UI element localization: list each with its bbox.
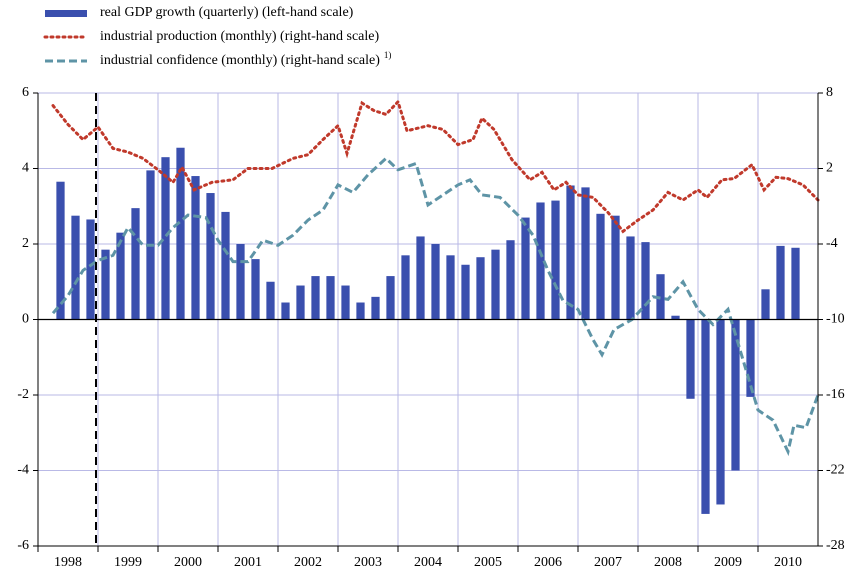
- legend-swatch: [45, 10, 87, 17]
- bar: [731, 319, 740, 471]
- bar: [461, 264, 470, 320]
- bar: [446, 255, 455, 320]
- bar: [371, 296, 380, 320]
- bar: [416, 236, 425, 320]
- bar: [431, 244, 440, 320]
- bar: [116, 232, 125, 320]
- bar: [56, 181, 65, 320]
- y2-tick-label: -28: [826, 538, 845, 553]
- bar: [176, 147, 185, 320]
- y-tick-label: -4: [17, 463, 29, 478]
- bar: [101, 249, 110, 320]
- x-tick-label: 2007: [594, 555, 622, 570]
- bar: [596, 213, 605, 320]
- bar: [686, 319, 695, 399]
- bar: [71, 215, 80, 320]
- bar: [581, 187, 590, 320]
- bar: [356, 302, 365, 320]
- x-tick-label: 2001: [234, 555, 262, 570]
- legend-label: industrial confidence (monthly) (right-h…: [100, 53, 380, 68]
- y2-tick-label: -22: [826, 463, 845, 478]
- bar: [716, 319, 725, 505]
- y2-tick-label: -4: [826, 236, 838, 251]
- line-series: [51, 98, 820, 234]
- bar: [626, 236, 635, 320]
- x-tick-label: 2002: [294, 555, 322, 570]
- y-tick-label: 2: [22, 236, 29, 251]
- bar: [266, 281, 275, 320]
- y2-tick-label: 8: [826, 85, 833, 100]
- x-tick-label: 1999: [114, 555, 142, 570]
- bar: [701, 319, 710, 514]
- bar: [326, 276, 335, 320]
- line-series: [51, 156, 820, 457]
- legend-footnote: 1): [384, 50, 392, 60]
- bar: [746, 319, 755, 397]
- bar: [776, 245, 785, 320]
- bar: [506, 240, 515, 320]
- x-tick-label: 2004: [414, 555, 442, 570]
- bar: [551, 200, 560, 320]
- bar: [791, 247, 800, 320]
- y2-tick-label: -10: [826, 312, 845, 327]
- bar: [671, 315, 680, 320]
- bar: [251, 259, 260, 320]
- bar: [641, 242, 650, 320]
- bar: [491, 249, 500, 320]
- x-tick-label: 2005: [474, 555, 502, 570]
- x-tick-label: 1998: [54, 555, 82, 570]
- y2-tick-label: 2: [826, 161, 833, 176]
- bar: [221, 211, 230, 320]
- bar: [476, 257, 485, 320]
- bar: [566, 185, 575, 320]
- bar: [341, 285, 350, 320]
- bar: [236, 244, 245, 320]
- x-tick-label: 2006: [534, 555, 562, 570]
- marks: [51, 98, 820, 514]
- bar: [761, 289, 770, 320]
- bar: [521, 217, 530, 320]
- bar: [401, 255, 410, 320]
- x-tick-label: 2000: [174, 555, 202, 570]
- bar: [86, 219, 95, 320]
- bar: [311, 276, 320, 320]
- x-tick-label: 2008: [654, 555, 682, 570]
- y2-tick-label: -16: [826, 387, 845, 402]
- bar: [281, 302, 290, 320]
- y-tick-label: -2: [17, 387, 29, 402]
- bar: [296, 285, 305, 320]
- x-tick-label: 2009: [714, 555, 742, 570]
- y-tick-label: -6: [17, 538, 29, 553]
- y-tick-label: 0: [22, 312, 29, 327]
- bar: [191, 176, 200, 320]
- bar: [161, 157, 170, 320]
- bar: [131, 208, 140, 320]
- y-tick-label: 4: [22, 161, 29, 176]
- x-tick-label: 2003: [354, 555, 382, 570]
- y-tick-label: 6: [22, 85, 29, 100]
- x-tick-label: 2010: [774, 555, 802, 570]
- bar: [536, 202, 545, 320]
- bar: [206, 193, 215, 320]
- bar: [386, 276, 395, 320]
- bar: [611, 215, 620, 320]
- axes: -6 -4 -2 0 2 4 6 -28 -22 -16 -10 -4 2 8 1998 1999 2000 20…: [17, 85, 844, 570]
- legend-label: real GDP growth (quarterly) (left-hand s…: [100, 5, 354, 20]
- legend-label: industrial production (monthly) (right-h…: [100, 29, 379, 44]
- legend: real GDP growth (quarterly) (left-hand s…: [43, 5, 392, 68]
